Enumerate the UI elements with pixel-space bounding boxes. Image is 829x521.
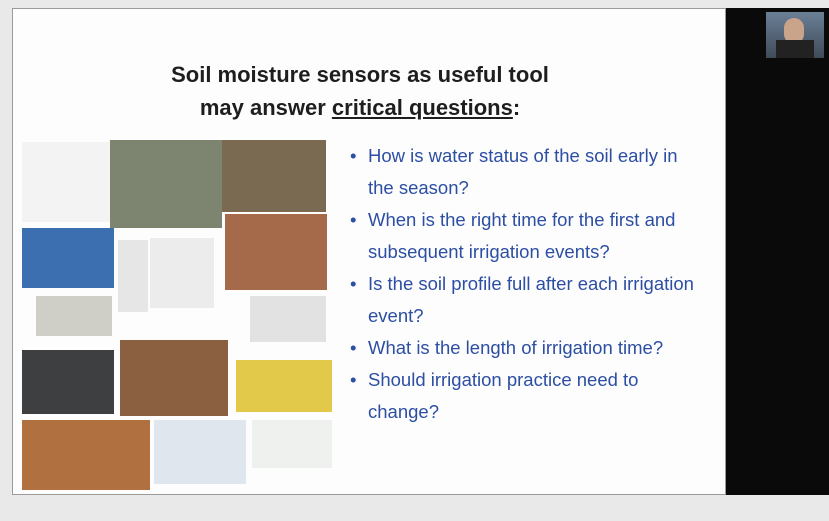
video-panel — [726, 8, 829, 495]
sensor-photo — [118, 240, 148, 312]
field-photo — [222, 140, 326, 212]
title-text: may answer — [200, 95, 326, 120]
question-item: How is water status of the soil early in… — [350, 140, 702, 204]
field-photo — [225, 214, 327, 290]
sensor-photo — [252, 420, 332, 468]
title-line: Soil moisture sensors as useful tool — [60, 58, 660, 91]
field-photo — [110, 140, 222, 228]
sensor-photo — [22, 142, 110, 222]
question-item: What is the length of irrigation time? — [350, 332, 702, 364]
title-line: may answer critical questions: — [60, 91, 660, 124]
screen: Soil moisture sensors as useful tool may… — [0, 0, 829, 521]
field-photo — [22, 420, 150, 490]
field-photo — [120, 340, 228, 416]
slide-title: Soil moisture sensors as useful tool may… — [60, 58, 660, 124]
sensor-photo — [22, 228, 114, 288]
sensor-photo — [154, 420, 246, 484]
sensor-photo — [36, 296, 112, 336]
question-item: Should irrigation practice need to chang… — [350, 364, 702, 428]
sensor-photo — [22, 350, 114, 414]
sensor-photo — [236, 360, 332, 412]
participant-body — [776, 40, 814, 58]
question-list: How is water status of the soil early in… — [350, 140, 702, 428]
sensor-photo — [150, 238, 214, 308]
title-emphasis: critical questions — [332, 95, 513, 120]
sensor-photo — [250, 296, 326, 342]
question-item: Is the soil profile full after each irri… — [350, 268, 702, 332]
webcam-thumbnail — [766, 12, 824, 58]
question-item: When is the right time for the first and… — [350, 204, 702, 268]
title-text: : — [513, 95, 520, 120]
